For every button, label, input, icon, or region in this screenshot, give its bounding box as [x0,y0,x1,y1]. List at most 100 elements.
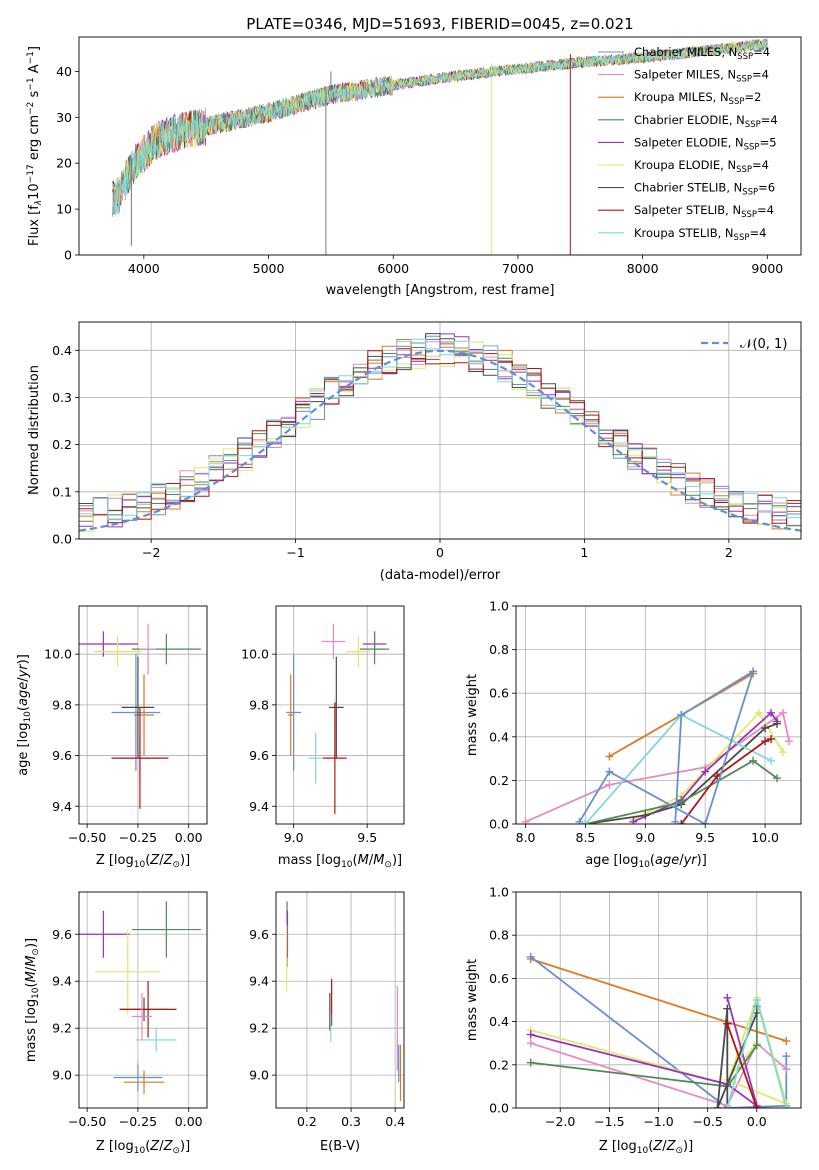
weight-marker [752,1041,761,1050]
y-tick-label: 0.4 [489,729,509,744]
plot-area [285,901,402,1101]
y-tick-label: 0.0 [489,817,509,832]
weight-marker [779,748,788,757]
weight-vs-metallicity-panel: Z [log10(Z/Z⊙)] mass weight −2.0 −1.5 −1.0… [465,885,802,1156]
weight-marker [701,820,710,824]
x-tick-label: 0.0 [747,1114,767,1129]
y-tick-label: 9.6 [52,927,72,942]
y-tick-label: 0.8 [489,928,509,943]
x-tick-label: 8000 [627,261,659,276]
legend-entry: Kroupa ELODIE, NSSP=4 [634,158,769,175]
plot-area [286,623,390,814]
axes-frame [78,605,208,825]
y-tick-label: 0.2 [489,1057,509,1072]
y-tick-label: 0.0 [52,532,72,547]
x-tick-label: 6000 [377,261,409,276]
legend-subscript: SSP [745,120,761,130]
weight-line [585,759,778,824]
y-tick-label: 0.8 [489,642,509,657]
weight-marker [782,1104,791,1108]
weight-marker [723,1019,732,1028]
x-tick-label: 0.00 [175,830,203,845]
spectrum-ylabel: Flux [fλ10−17 erg cm−2 s−1 A−1] [26,46,44,246]
weight-marker [782,1052,791,1061]
mass-vs-reddening-xlabel: E(B-V) [320,1139,360,1154]
y-tick-label: 1.0 [489,599,509,614]
weight-vs-metallicity-xlabel: Z [log10(Z/Z⊙)] [599,1139,693,1156]
histogram-step [79,348,801,524]
weight-marker [641,811,650,820]
weight-marker [701,767,710,776]
age-vs-mass-xlabel: mass [log10(M/M⊙)] [278,853,402,870]
spectrum-line [112,38,768,217]
weight-marker [723,993,732,1002]
y-tick-label: 9.0 [52,1068,72,1083]
y-tick-label: 0.6 [489,971,509,986]
age-vs-metallicity-ylabel: age [log10(age/yr)] [16,654,33,776]
weight-marker [767,708,776,717]
age-vs-metallicity-xlabel: Z [log10(Z/Z⊙)] [96,853,190,870]
weight-marker [605,767,614,776]
x-tick-label: 2 [725,545,733,560]
y-tick-label: 0.0 [489,1101,509,1116]
x-tick-label: −0.25 [119,830,157,845]
spectrum-xlabel: wavelength [Angstrom, rest frame] [326,283,555,298]
weight-marker [773,774,782,783]
axes-frame [515,891,802,1109]
weight-vs-metallicity-ylabel: mass weight [465,959,480,1041]
weight-marker [761,724,770,733]
x-tick-label: −0.25 [119,1114,157,1129]
age-vs-mass-panel: mass [log10(M/M⊙)] 9.0 9.5 9.4 9.6 9.8 10.0 [241,605,405,870]
legend-ssp-count: =5 [760,135,777,149]
residuals-panel: (data-model)/error Normed distribution −… [27,321,802,583]
x-tick-label: 0.4 [385,1114,405,1129]
weight-marker [752,996,761,1004]
weight-marker [671,817,680,824]
histogram-step [79,333,801,528]
weight-marker [773,719,782,728]
legend-ssp-count: =4 [761,113,778,127]
legend-subscript: SSP [729,97,745,107]
legend-entry: Chabrier STELIB, NSSP=6 [634,181,775,198]
legend-ssp-count: =4 [757,203,774,217]
y-tick-label: 0.6 [489,686,509,701]
legend-subscript: SSP [737,52,753,62]
x-tick-label: 9.0 [284,830,304,845]
y-tick-label: 30 [56,110,72,125]
y-tick-label: 9.4 [52,974,72,989]
x-tick-label: −0.50 [68,830,106,845]
axes-frame [78,36,802,256]
x-tick-label: 8.5 [576,830,596,845]
weight-marker [782,1065,791,1074]
y-tick-label: 9.6 [52,748,72,763]
weight-marker [677,820,686,824]
residuals-ylabel: Normed distribution [27,365,42,495]
y-tick-label: 9.6 [249,748,269,763]
x-tick-label: 0 [436,545,444,560]
mass-vs-metallicity-ylabel: mass [log10(M/M⊙)] [24,938,41,1062]
axes-frame [515,605,802,825]
weight-marker [779,708,788,717]
legend-entry: Salpeter STELIB, NSSP=4 [634,203,774,220]
weight-marker [723,1104,732,1108]
weight-marker [767,734,776,743]
x-tick-label: −0.50 [68,1114,106,1129]
legend-entry: 𝒩(0, 1) [740,337,787,352]
y-tick-label: 0.2 [52,437,72,452]
x-tick-label: 10.0 [751,830,779,845]
weight-marker [581,820,590,824]
weight-marker [713,1104,722,1108]
x-tick-label: −2.0 [545,1114,575,1129]
histogram-step [79,340,801,532]
y-tick-label: 9.4 [249,799,269,814]
figure-title: PLATE=0346, MJD=51693, FIBERID=0045, z=0… [246,15,633,33]
y-tick-label: 0.2 [489,773,509,788]
legend-entry: Salpeter ELODIE, NSSP=5 [634,135,777,152]
mass-vs-metallicity-panel: Z [log10(Z/Z⊙)] mass [log10(M/M⊙)] −0.50… [24,891,208,1156]
x-tick-label: 8.0 [516,830,536,845]
y-tick-label: 10.0 [44,647,72,662]
plot-area [521,667,794,824]
weight-line [716,1008,758,1108]
plot-area [79,901,201,1094]
